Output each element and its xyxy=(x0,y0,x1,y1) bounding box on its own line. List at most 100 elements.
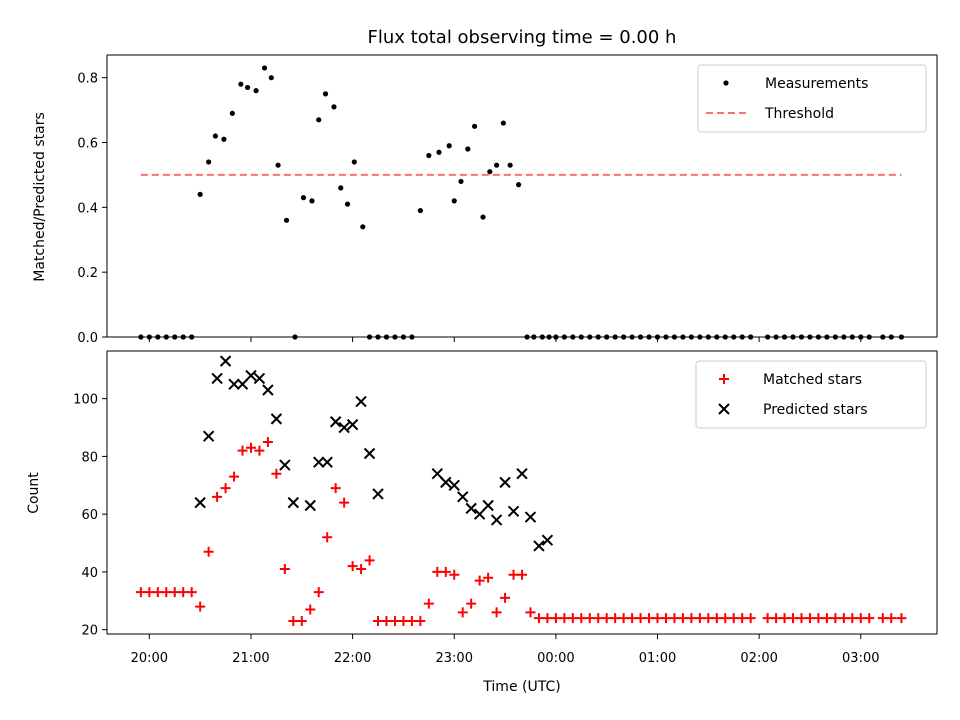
matched-star-point xyxy=(813,613,824,624)
top-y-tick-label: 0.6 xyxy=(77,137,98,152)
measurement-point xyxy=(275,162,281,168)
matched-star-point xyxy=(896,613,907,624)
matched-star-point xyxy=(610,613,621,624)
bottom-panel: 20 40 60 80 100 20:00 21:00 22:00 23:00 00:00 01:0… xyxy=(73,350,938,666)
matched-star-point xyxy=(237,445,248,456)
measurement-point xyxy=(138,334,144,340)
measurement-point xyxy=(426,152,432,159)
measurement-point xyxy=(446,143,452,149)
measurement-point xyxy=(465,146,471,152)
matched-star-point xyxy=(508,569,519,580)
measurement-point xyxy=(244,84,251,91)
measurement-point xyxy=(212,133,219,139)
predicted-star-point xyxy=(245,369,257,382)
measurement-point xyxy=(841,334,847,340)
measurement-point xyxy=(375,334,381,340)
matched-star-point xyxy=(728,613,739,624)
matched-star-point xyxy=(169,587,180,598)
matched-star-point xyxy=(635,613,646,624)
matched-star-point xyxy=(389,616,400,627)
matched-star-point xyxy=(788,613,799,624)
matched-star-point xyxy=(474,575,485,586)
predicted-star-point xyxy=(287,496,300,509)
matched-star-point xyxy=(877,613,888,624)
matched-star-point xyxy=(483,572,494,583)
measurement-point xyxy=(705,334,711,340)
measurement-point xyxy=(646,334,652,340)
predicted-star-point xyxy=(482,499,494,512)
matched-star-point xyxy=(838,613,849,624)
matched-star-point xyxy=(364,555,375,566)
measurement-point xyxy=(309,198,315,204)
x-axis-label: Time (UTC) xyxy=(482,679,560,695)
measurement-point xyxy=(748,334,754,340)
matched-star-point xyxy=(296,616,307,627)
measurement-point xyxy=(880,334,886,340)
measurement-point xyxy=(316,117,322,123)
measurement-point xyxy=(261,65,268,71)
matched-star-point xyxy=(550,613,561,624)
predicted-star-point xyxy=(236,378,249,390)
matched-star-point xyxy=(440,566,451,577)
measurement-point xyxy=(146,334,152,340)
bottom-y-tick-label: 80 xyxy=(81,450,98,465)
bottom-y-tick-label: 40 xyxy=(81,566,98,581)
top-frame xyxy=(106,54,938,338)
matched-star-point xyxy=(381,616,392,627)
matched-star-point xyxy=(347,561,358,572)
measurement-point xyxy=(824,334,830,340)
predicted-star-point xyxy=(253,372,266,385)
predicted-star-point xyxy=(219,355,232,367)
matched-star-point xyxy=(271,468,282,479)
top-y-tick-label: 0.0 xyxy=(77,331,98,346)
predicted-star-point xyxy=(346,418,359,431)
bottom-x-tick-label: 00:00 xyxy=(537,651,574,666)
measurement-point xyxy=(331,104,337,110)
matched-star-point xyxy=(195,601,206,612)
matched-star-point xyxy=(135,587,146,598)
predicted-star-point xyxy=(499,476,511,489)
bottom-x-tick-label: 23:00 xyxy=(436,651,473,666)
matched-star-point xyxy=(415,616,426,627)
predicted-star-point xyxy=(533,540,545,552)
matched-star-point xyxy=(212,491,223,502)
measurement-point xyxy=(578,334,584,340)
measurement-point xyxy=(197,191,203,197)
measurement-point xyxy=(654,334,661,340)
matched-star-point xyxy=(245,442,256,453)
top-y-tick-label: 0.4 xyxy=(77,201,98,216)
matched-star-point xyxy=(804,613,815,624)
matched-star-point xyxy=(305,604,316,615)
measurement-point xyxy=(629,334,635,340)
measurement-point xyxy=(765,334,771,340)
matched-star-point xyxy=(711,613,722,624)
matched-star-point xyxy=(313,587,324,598)
matched-star-point xyxy=(660,613,671,624)
matched-star-point xyxy=(737,613,748,624)
measurement-point xyxy=(322,91,329,97)
matched-star-point xyxy=(644,613,655,624)
measurement-point xyxy=(570,334,576,340)
bottom-y-tick-label: 20 xyxy=(81,624,98,639)
measurement-point xyxy=(300,195,307,201)
matched-star-point xyxy=(491,607,502,618)
matched-star-point xyxy=(830,613,841,624)
matched-star-point xyxy=(423,598,434,609)
predicted-star-point xyxy=(448,479,460,491)
bottom-x-tick-label: 21:00 xyxy=(232,651,269,666)
bottom-x-tick-label: 22:00 xyxy=(334,651,371,666)
matched-star-point xyxy=(720,613,731,624)
predicted-star-point xyxy=(321,456,333,468)
measurement-point xyxy=(739,334,745,340)
top-y-tick-label: 0.8 xyxy=(77,72,98,87)
measurement-point xyxy=(858,334,864,340)
matched-star-point xyxy=(161,587,172,598)
matched-star-point xyxy=(288,616,299,627)
measurement-point xyxy=(722,334,728,340)
measurement-point xyxy=(268,75,274,81)
measurement-point xyxy=(351,159,357,165)
bottom-x-tick-label: 01:00 xyxy=(639,651,676,666)
measurement-point xyxy=(163,334,169,340)
legend-entry: Matched stars xyxy=(763,372,862,388)
matched-star-point xyxy=(601,613,612,624)
